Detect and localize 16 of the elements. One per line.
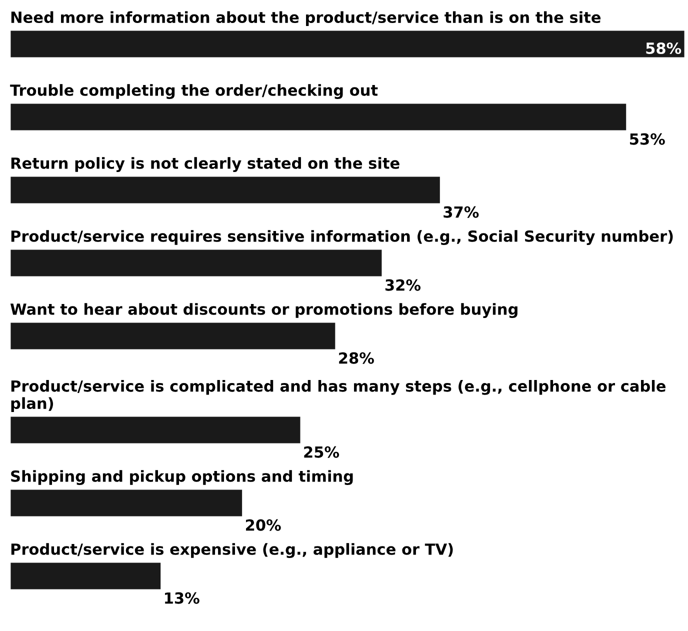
data-label: 32% <box>385 279 421 291</box>
data-label: 37% <box>444 206 479 218</box>
y-tick-label: Shipping and pickup options and timing <box>11 470 353 485</box>
data-label: 28% <box>339 352 374 364</box>
y-tick-label: Trouble completing the order/checking out <box>10 84 378 99</box>
y-tick-label: Product/service requires sensitive information (e.g., Social Security number) <box>11 230 673 245</box>
data-label: 58% <box>646 42 682 54</box>
data-label: 53% <box>630 133 665 145</box>
y-tick-label: Product/service is expensive (e.g., appliance or TV) <box>11 543 453 558</box>
y-tick-label: Need more information about the product/service than is on the site <box>11 11 601 26</box>
y-tick-label: Want to hear about discounts or promotions before buying <box>10 303 518 318</box>
data-label: 25% <box>304 446 340 458</box>
y-tick-label: Return policy is not clearly stated on the site <box>11 157 400 172</box>
y-tick-label: Product/service is complicated and has many steps (e.g., cellphone or cable plan) <box>11 380 666 412</box>
data-label: 20% <box>246 519 281 531</box>
data-label: 13% <box>165 592 200 604</box>
